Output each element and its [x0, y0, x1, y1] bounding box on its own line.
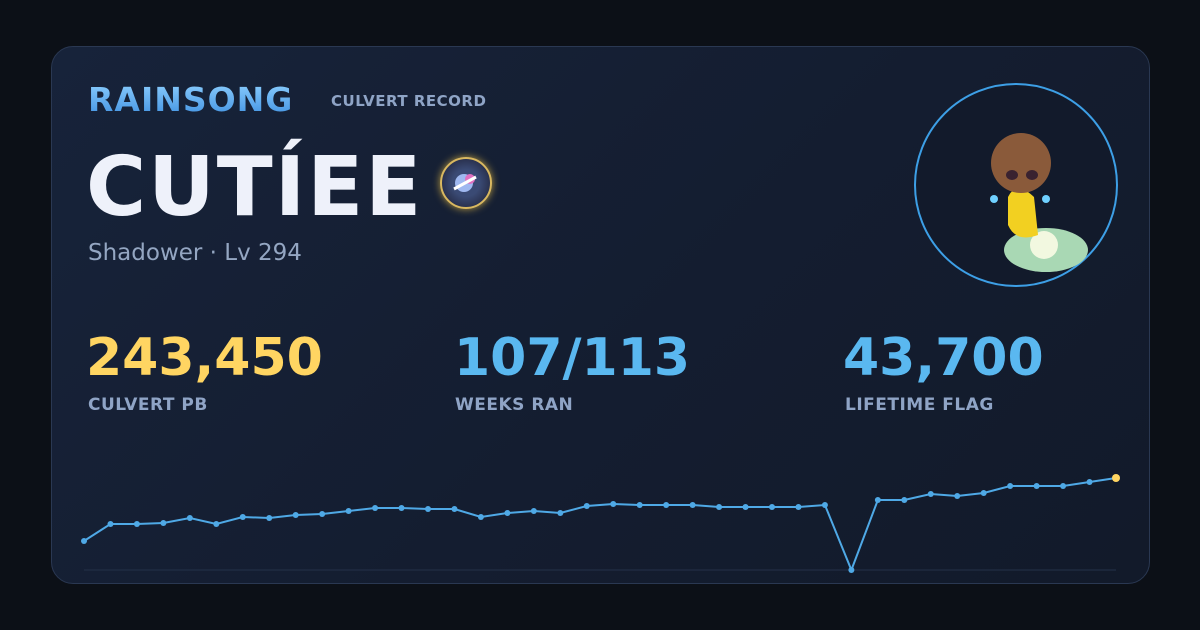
subtitle: CULVERT RECORD	[331, 92, 487, 110]
sparkline-point	[1112, 474, 1120, 482]
sparkline-point	[451, 506, 458, 512]
sparkline-point	[504, 510, 511, 516]
sparkline-point	[398, 505, 405, 511]
stat-label: LIFETIME FLAG	[845, 395, 994, 415]
sparkline-point	[186, 515, 193, 521]
sparkline-point	[795, 504, 802, 510]
sparkline-point	[1007, 483, 1014, 489]
sparkline-point	[1086, 479, 1093, 485]
brand: RAINSONG	[88, 80, 294, 119]
sparkline-point	[319, 511, 326, 517]
sparkline-point	[292, 512, 299, 518]
sparkline-point	[663, 502, 670, 508]
sparkline-point	[1060, 483, 1067, 489]
sparkline-point	[636, 502, 643, 508]
sparkline-point	[345, 508, 352, 514]
stat-value: 43,700	[843, 328, 1044, 388]
sparkline-point	[81, 538, 87, 544]
stat-label: CULVERT PB	[88, 395, 208, 415]
sparkline-point	[557, 510, 564, 516]
sparkline-point	[107, 521, 114, 527]
stat-label: WEEKS RAN	[455, 395, 574, 415]
badge-icon	[440, 157, 492, 209]
sparkline-point	[372, 505, 379, 511]
sparkline-point	[769, 504, 775, 510]
sparkline-point	[133, 521, 140, 527]
sparkline-point	[689, 502, 696, 508]
badge-art	[453, 174, 477, 192]
sparkline-point	[610, 501, 617, 507]
avatar-art	[990, 133, 1088, 272]
sparkline-point	[901, 497, 908, 503]
character-info: Shadower · Lv 294	[88, 240, 302, 266]
sparkline	[83, 477, 1117, 573]
stat-value: 107/113	[454, 328, 691, 388]
avatar	[914, 83, 1118, 287]
sparkline-point	[425, 506, 431, 512]
sparkline-point	[530, 508, 537, 514]
sparkline-point	[742, 504, 749, 510]
stat-value: 243,450	[86, 328, 323, 388]
sparkline-point	[716, 504, 723, 510]
sparkline-point	[848, 567, 855, 573]
sparkline-point	[583, 503, 590, 509]
sparkline-point	[160, 520, 167, 526]
sparkline-point	[821, 502, 828, 508]
sparkline-point	[954, 493, 961, 499]
sparkline-point	[980, 490, 987, 496]
sparkline-point	[927, 491, 934, 497]
character-name: CUTÍEE	[86, 140, 424, 235]
sparkline-point	[1033, 483, 1040, 489]
sparkline-point	[477, 514, 484, 520]
sparkline-point	[239, 514, 246, 520]
sparkline-point	[874, 497, 881, 503]
sparkline-point	[213, 521, 220, 527]
sparkline-point	[266, 515, 273, 521]
